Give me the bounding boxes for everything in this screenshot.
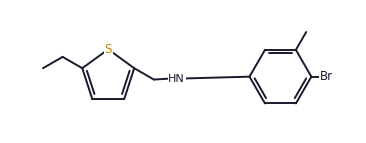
Text: S: S [105,43,112,56]
Text: HN: HN [168,74,185,84]
Text: Br: Br [320,70,333,83]
